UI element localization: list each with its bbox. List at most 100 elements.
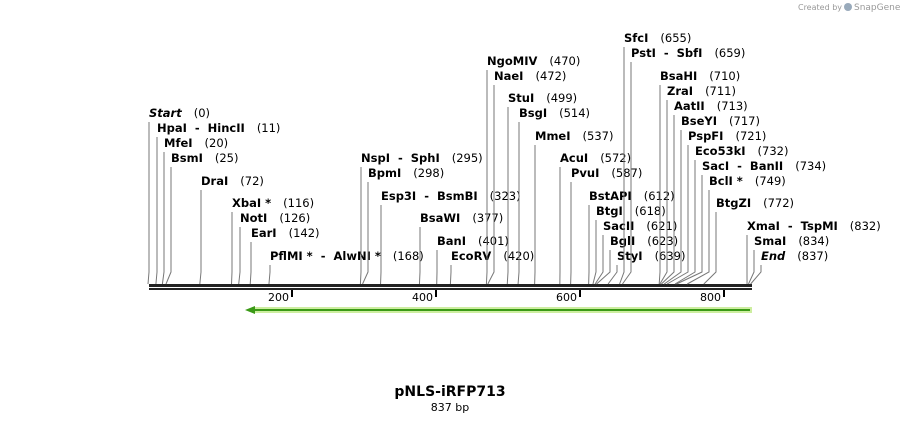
- enzyme-position: (772): [763, 196, 794, 210]
- enzyme-name: BclI *: [709, 174, 743, 188]
- enzyme-name: BanI: [437, 234, 466, 248]
- enzyme-name: MmeI: [535, 129, 571, 143]
- enzyme-name: StuI: [508, 91, 534, 105]
- enzyme-position: (514): [559, 106, 590, 120]
- enzyme-name: SacI - BanII: [702, 159, 783, 173]
- enzyme-position: (837): [797, 249, 828, 263]
- enzyme-name: BsaWI: [420, 211, 460, 225]
- backbone: [149, 288, 752, 290]
- enzyme-position: (25): [215, 151, 239, 165]
- cut-line: [166, 167, 171, 284]
- enzyme-position: (377): [472, 211, 503, 225]
- enzyme-position: (749): [755, 174, 786, 188]
- enzyme-position: (142): [289, 226, 320, 240]
- enzyme-label: AatII(713): [674, 99, 748, 113]
- enzyme-label: BseYI(717): [681, 114, 760, 128]
- ruler-label: 600: [556, 291, 577, 304]
- enzyme-position: (116): [283, 196, 314, 210]
- enzyme-name: SacII: [603, 219, 634, 233]
- enzyme-label: SfcI(655): [624, 31, 691, 45]
- enzyme-label: NaeI (472): [494, 69, 566, 83]
- enzyme-label: BtgZI (772): [716, 196, 794, 210]
- enzyme-position: (470): [549, 54, 580, 68]
- enzyme-position: (710): [709, 69, 740, 83]
- enzyme-position: (734): [795, 159, 826, 173]
- enzyme-name: NgoMIV: [487, 54, 537, 68]
- enzyme-position: (834): [798, 234, 829, 248]
- ruler-label: 200: [268, 291, 289, 304]
- enzyme-name: MfeI: [164, 136, 193, 150]
- enzyme-position: (401): [478, 234, 509, 248]
- cut-line: [450, 265, 451, 284]
- enzyme-label: SacII(621): [603, 219, 677, 233]
- enzyme-name: BseYI: [681, 114, 717, 128]
- enzyme-name: PflMI * - AlwNI *: [270, 249, 381, 263]
- enzyme-label: Eco53kI(732): [695, 144, 788, 158]
- enzyme-position: (732): [758, 144, 789, 158]
- cut-line: [148, 122, 149, 284]
- enzyme-label: NotI(126): [240, 211, 310, 225]
- enzyme-label: DraI (72): [201, 174, 264, 188]
- enzyme-name: StyI: [617, 249, 643, 263]
- enzyme-label: PspFI (721): [688, 129, 766, 143]
- enzyme-name: NotI: [240, 211, 267, 225]
- watermark: Created by: [798, 3, 842, 12]
- ruler-label: 400: [412, 291, 433, 304]
- ruler-label: 800: [700, 291, 721, 304]
- enzyme-name: XbaI *: [232, 196, 271, 210]
- enzyme-position: (295): [452, 151, 483, 165]
- enzyme-position: (612): [644, 189, 675, 203]
- enzyme-name: BsmI: [171, 151, 203, 165]
- enzyme-position: (499): [546, 91, 577, 105]
- enzyme-label: PstI - SbfI(659): [631, 46, 745, 60]
- title: pNLS-iRFP713: [394, 384, 505, 400]
- enzyme-label: Start(0): [149, 106, 210, 120]
- enzyme-name: BtgZI: [716, 196, 751, 210]
- enzyme-name: BstAPI: [589, 189, 632, 203]
- enzyme-label: BclI * (749): [709, 174, 786, 188]
- enzyme-position: (618): [635, 204, 666, 218]
- enzyme-label: MmeI(537): [535, 129, 613, 143]
- brand-logo: [844, 3, 852, 11]
- enzyme-name: BsgI: [519, 106, 547, 120]
- enzyme-name: Esp3I - BsmBI: [381, 189, 478, 203]
- enzyme-label: MfeI (20): [164, 136, 228, 150]
- enzyme-label: BanI (401): [437, 234, 509, 248]
- enzyme-position: (20): [205, 136, 229, 150]
- cut-line: [363, 182, 368, 284]
- enzyme-label: End(837): [761, 249, 828, 263]
- cut-line: [360, 167, 361, 284]
- enzyme-position: (472): [535, 69, 566, 83]
- enzyme-label: StuI (499): [508, 91, 577, 105]
- enzyme-label: NspI - SphI(295): [361, 151, 483, 165]
- enzyme-label: EcoRV(420): [451, 249, 534, 263]
- enzyme-label: EarI(142): [251, 226, 320, 240]
- cut-line: [675, 160, 695, 284]
- cut-line: [704, 212, 716, 284]
- cut-line: [667, 145, 688, 284]
- cut-line: [419, 227, 420, 284]
- enzyme-name: ZraI: [667, 84, 693, 98]
- enzyme-position: (72): [240, 174, 264, 188]
- cut-line: [608, 265, 617, 284]
- enzyme-label: BsgI (514): [519, 106, 590, 120]
- enzyme-position: (11): [257, 121, 281, 135]
- enzyme-name: DraI: [201, 174, 228, 188]
- cut-line: [676, 175, 702, 284]
- enzyme-label: BsaHI(710): [660, 69, 740, 83]
- backbone: [149, 284, 752, 287]
- enzyme-name: PspFI: [688, 129, 723, 143]
- enzyme-label: BglI(623): [610, 234, 678, 248]
- enzyme-name: BtgI: [596, 204, 623, 218]
- enzyme-position: (298): [413, 166, 444, 180]
- enzyme-position: (721): [735, 129, 766, 143]
- enzyme-label: Esp3I - BsmBI(323): [381, 189, 521, 203]
- enzyme-name: NaeI: [494, 69, 523, 83]
- enzyme-label: BstAPI (612): [589, 189, 675, 203]
- cut-line: [593, 220, 596, 284]
- enzyme-label: AcuI(572): [560, 151, 631, 165]
- enzyme-position: (655): [660, 31, 691, 45]
- enzyme-position: (711): [705, 84, 736, 98]
- enzyme-label: ZraI (711): [667, 84, 736, 98]
